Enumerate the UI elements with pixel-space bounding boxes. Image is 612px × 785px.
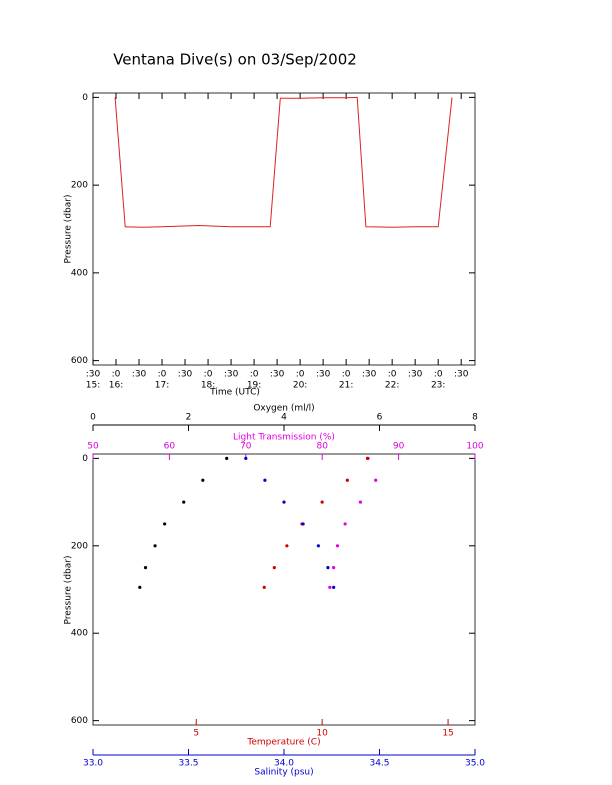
profile-point <box>244 456 248 460</box>
y-tick-label: 600 <box>71 356 88 366</box>
x-tick-label: :30 <box>270 370 285 380</box>
profile-point <box>201 478 205 482</box>
x-tick-label: 34.5 <box>369 759 389 769</box>
x-tick-hour-label: 15: <box>86 381 100 391</box>
x-axis-title: Salinity (psu) <box>254 768 313 778</box>
x-tick-label: :30 <box>86 370 101 380</box>
x-tick-label: :0 <box>250 370 259 380</box>
profile-point <box>163 522 167 526</box>
profile-point <box>365 456 370 460</box>
profile-point <box>225 456 229 460</box>
x-tick-label: :0 <box>158 370 167 380</box>
x-tick-label: 100 <box>466 442 483 452</box>
y-tick-label: 400 <box>71 629 88 639</box>
y-tick-label: 600 <box>71 716 88 726</box>
profile-point <box>285 544 289 548</box>
x-tick-label: 4 <box>281 413 287 423</box>
x-tick-label: :30 <box>178 370 193 380</box>
x-tick-label: 2 <box>186 413 192 423</box>
x-tick-label: :0 <box>296 370 305 380</box>
x-tick-label: 90 <box>393 442 405 452</box>
x-tick-label: 15 <box>442 729 453 739</box>
x-tick-hour-label: 19: <box>247 381 261 391</box>
x-tick-label: :30 <box>316 370 331 380</box>
x-tick-hour-label: 16: <box>109 381 123 391</box>
x-tick-label: 80 <box>316 442 328 452</box>
x-axis-title: Temperature (C) <box>246 738 320 748</box>
x-tick-label: 70 <box>240 442 252 452</box>
plot-frame <box>92 92 476 366</box>
profile-point <box>374 478 378 482</box>
x-tick-label: :30 <box>224 370 239 380</box>
profile-point <box>332 566 336 570</box>
profile-point <box>326 566 330 570</box>
y-tick-label: 0 <box>82 454 88 464</box>
x-tick-label: 8 <box>472 413 478 423</box>
x-tick-label: :0 <box>342 370 351 380</box>
x-tick-label: :30 <box>454 370 469 380</box>
y-tick-label: 400 <box>71 268 88 278</box>
profile-point <box>138 585 142 589</box>
profile-point <box>262 585 266 589</box>
x-tick-label: :0 <box>388 370 397 380</box>
x-tick-label: :0 <box>204 370 213 380</box>
profile-point <box>153 544 157 548</box>
x-axis-title: Oxygen (ml/l) <box>253 404 314 414</box>
y-tick-label: 0 <box>82 93 88 103</box>
profile-point <box>263 478 267 482</box>
x-tick-label: :0 <box>112 370 121 380</box>
x-tick-label: 0 <box>90 413 96 423</box>
x-tick-label: 5 <box>193 729 199 739</box>
profile-point <box>301 522 305 526</box>
profile-point <box>316 544 320 548</box>
y-axis-title: Pressure (dbar) <box>64 556 74 625</box>
x-tick-label: 35.0 <box>465 759 485 769</box>
x-tick-label: :30 <box>362 370 377 380</box>
dive-line <box>114 96 453 228</box>
x-tick-hour-label: 22: <box>385 381 399 391</box>
profile-point <box>332 585 336 589</box>
y-tick-label: 200 <box>71 181 88 191</box>
profile-point <box>282 500 286 504</box>
x-tick-label: 34.0 <box>274 759 294 769</box>
x-tick-hour-label: 20: <box>293 381 307 391</box>
x-tick-label: 33.0 <box>83 759 103 769</box>
x-tick-label: :30 <box>408 370 423 380</box>
x-tick-label: 60 <box>164 442 176 452</box>
x-axis-title: Light Transmission (%) <box>233 433 335 443</box>
profile-point <box>182 500 186 504</box>
profile-point <box>143 566 148 570</box>
x-tick-label: 10 <box>316 729 328 739</box>
x-axis-title: Time (UTC) <box>209 388 260 398</box>
x-tick-hour-label: 21: <box>339 381 353 391</box>
y-tick-label: 200 <box>71 541 88 551</box>
y-axis-title: Pressure (dbar) <box>64 195 74 264</box>
profile-point <box>335 544 340 548</box>
x-tick-hour-label: 17: <box>155 381 169 391</box>
x-tick-label: :0 <box>434 370 443 380</box>
profile-point <box>358 500 362 504</box>
x-tick-label: 6 <box>377 413 383 423</box>
x-tick-label: 33.5 <box>178 759 198 769</box>
profile-point <box>320 500 324 504</box>
profile-point <box>345 478 349 482</box>
x-tick-hour-label: 18: <box>201 381 215 391</box>
plot-frame <box>92 453 476 726</box>
profile-point <box>272 566 276 570</box>
profile-point <box>343 522 347 526</box>
chart-title: Ventana Dive(s) on 03/Sep/2002 <box>113 51 357 69</box>
x-tick-label: 50 <box>87 442 99 452</box>
x-tick-label: :30 <box>132 370 147 380</box>
x-tick-hour-label: 23: <box>431 381 445 391</box>
profile-point <box>328 585 332 589</box>
